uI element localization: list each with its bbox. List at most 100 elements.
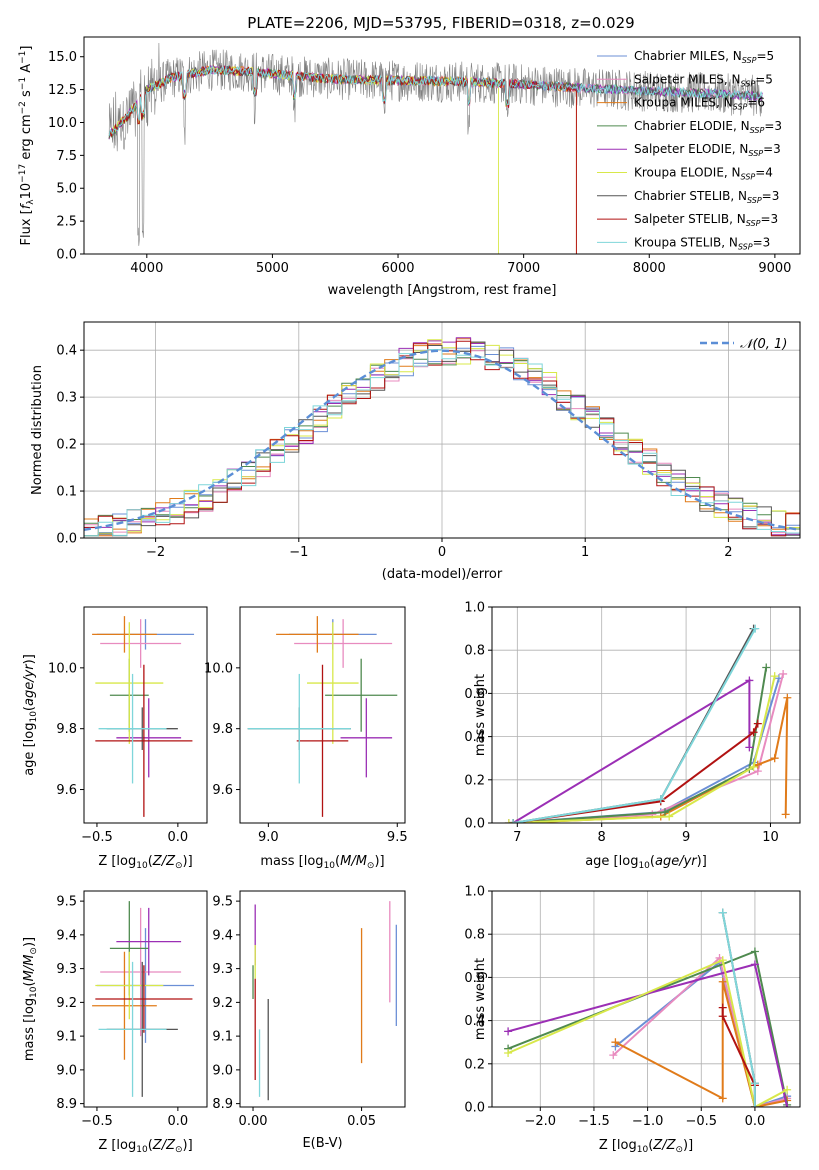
y-tick-label: 0.0 <box>464 817 485 832</box>
y-axis-label-part: −17 <box>18 164 28 183</box>
x-tick-label: −2 <box>146 545 165 560</box>
mass-weight-marker <box>718 908 727 917</box>
mass-weight-marker <box>660 808 669 817</box>
y-tick-label: 0.6 <box>464 687 485 702</box>
x-tick-label: 7000 <box>507 261 540 276</box>
mass-weight-marker <box>718 1094 727 1103</box>
axis-label-part: ( <box>648 1138 653 1153</box>
axis-label-part: 10 <box>637 1145 649 1155</box>
legend-text: =3 <box>762 189 780 203</box>
y-tick-label: 9.1 <box>56 1030 77 1045</box>
x-tick-label: 9000 <box>758 261 791 276</box>
axis-label-part: ( <box>148 854 153 869</box>
legend-subscript: SSP <box>738 242 753 251</box>
axis-label-part: 10 <box>29 711 39 723</box>
legend-text: Salpeter ELODIE, N <box>634 142 748 156</box>
y-axis-label-part: f <box>19 202 34 209</box>
mass-weight-marker <box>718 977 727 986</box>
legend-subscript: SSP <box>748 149 763 158</box>
axes-frame <box>83 606 208 824</box>
y-tick-label: 10.0 <box>48 661 77 676</box>
mass-weight-marker <box>750 1079 759 1088</box>
axes-frame <box>83 890 208 1108</box>
x-tick-label: 0.00 <box>239 1114 268 1129</box>
y-axis-label-part: −2 <box>18 101 28 114</box>
legend-text: =5 <box>755 72 773 86</box>
mass-weight-marker <box>750 960 759 969</box>
axis-label-part: ( <box>650 854 655 869</box>
x-tick-label: 0.0 <box>745 1114 766 1129</box>
y-tick-label: 9.5 <box>56 895 77 910</box>
x-tick-label: −0.5 <box>81 1114 113 1129</box>
legend-text: Chabrier ELODIE, N <box>634 119 750 133</box>
model-spectrum-line <box>108 65 763 136</box>
legend-subscript: SSP <box>741 173 756 182</box>
axis-label-part: age/yr <box>655 854 698 869</box>
axis-label-part: Z [log <box>98 854 136 869</box>
axis-label-part: Z <box>165 854 176 869</box>
y-tick-label: 7.5 <box>56 149 77 164</box>
axis-label-part: Z <box>666 1138 677 1153</box>
y-tick-label: 1.0 <box>464 601 485 616</box>
y-tick-label: 9.0 <box>56 1063 77 1078</box>
mass-weight-marker <box>750 947 759 956</box>
y-tick-label: 9.8 <box>56 722 77 737</box>
mass-weight-marker <box>745 743 754 752</box>
axis-label: mass [log10(M/M⊙)] <box>260 854 384 871</box>
plot-area <box>252 901 397 1101</box>
y-tick-label: 9.6 <box>56 783 77 798</box>
axis-label-part: ( <box>148 1138 153 1153</box>
plot-area <box>247 616 398 817</box>
axis-label-part: 10 <box>136 861 148 871</box>
y-tick-label: 0.2 <box>464 773 485 788</box>
panel-mass-vs-ebv: 0.00 0.05 8.9 9.0 9.1 9.2 9.3 9.4 9.5 E(B-V) <box>212 890 406 1151</box>
axis-label-part: 10 <box>29 986 39 998</box>
y-tick-label: 15.0 <box>48 50 77 65</box>
y-axis-label-part: erg cm <box>19 114 34 163</box>
y-tick-label: 5.0 <box>56 182 77 197</box>
mass-weight-marker <box>718 1012 727 1021</box>
axis-label-part: Z <box>152 854 163 869</box>
axes-frame <box>491 890 801 1108</box>
mass-weight-marker <box>504 819 513 823</box>
mass-weight-marker <box>781 810 790 819</box>
x-tick-label: −1.0 <box>632 1114 664 1129</box>
legend-entry: Chabrier STELIB, NSSP=3 <box>634 189 779 205</box>
panel-spectrum: 4000 5000 6000 7000 8000 9000 0.0 2.5 5.0 7.5 10.0… <box>18 36 801 298</box>
legend-entry: Kroupa MILES, NSSP=6 <box>634 96 765 112</box>
legend-entry: Chabrier ELODIE, NSSP=3 <box>634 119 782 135</box>
axis-label-part: / <box>161 1138 168 1153</box>
plot-area <box>504 624 792 823</box>
mass-weight-line <box>507 958 788 1107</box>
mass-weight-marker <box>770 672 779 681</box>
mass-weight-marker <box>611 1038 620 1047</box>
axes-frame <box>239 890 406 1108</box>
x-tick-label: 0.05 <box>347 1114 376 1129</box>
legend-subscript: SSP <box>750 126 765 135</box>
plot-area <box>108 42 763 254</box>
x-axis-label: E(B-V) <box>302 1136 342 1151</box>
axis-label-part: ( <box>335 854 340 869</box>
axis-label-part: / <box>661 1138 668 1153</box>
mass-weight-marker <box>718 956 727 965</box>
mass-weight-marker <box>656 795 665 804</box>
x-tick-label: 0.0 <box>168 1114 189 1129</box>
y-tick-label: 0.8 <box>464 644 485 659</box>
axis-label-part: age/yr <box>22 663 37 706</box>
x-tick-label: 8 <box>598 830 606 845</box>
y-axis-label-part: λ <box>26 199 36 205</box>
legend-subscript: SSP <box>747 196 762 205</box>
legend-text: Kroupa ELODIE, N <box>634 166 741 180</box>
axis-label-part: Z <box>152 1138 163 1153</box>
y-axis-label-part: −1 <box>18 51 28 64</box>
x-tick-label: −0.5 <box>81 830 113 845</box>
axis-label-part: )] <box>374 854 384 869</box>
y-tick-label: 8.9 <box>56 1097 77 1112</box>
x-tick-label: 8000 <box>633 261 666 276</box>
plot-area <box>92 901 195 1097</box>
y-tick-label: 0.8 <box>464 928 485 943</box>
axis-label-part: 10 <box>324 861 336 871</box>
mass-weight-marker <box>718 1003 727 1012</box>
y-tick-label: 0.0 <box>464 1101 485 1116</box>
y-tick-label: 9.2 <box>212 996 233 1011</box>
